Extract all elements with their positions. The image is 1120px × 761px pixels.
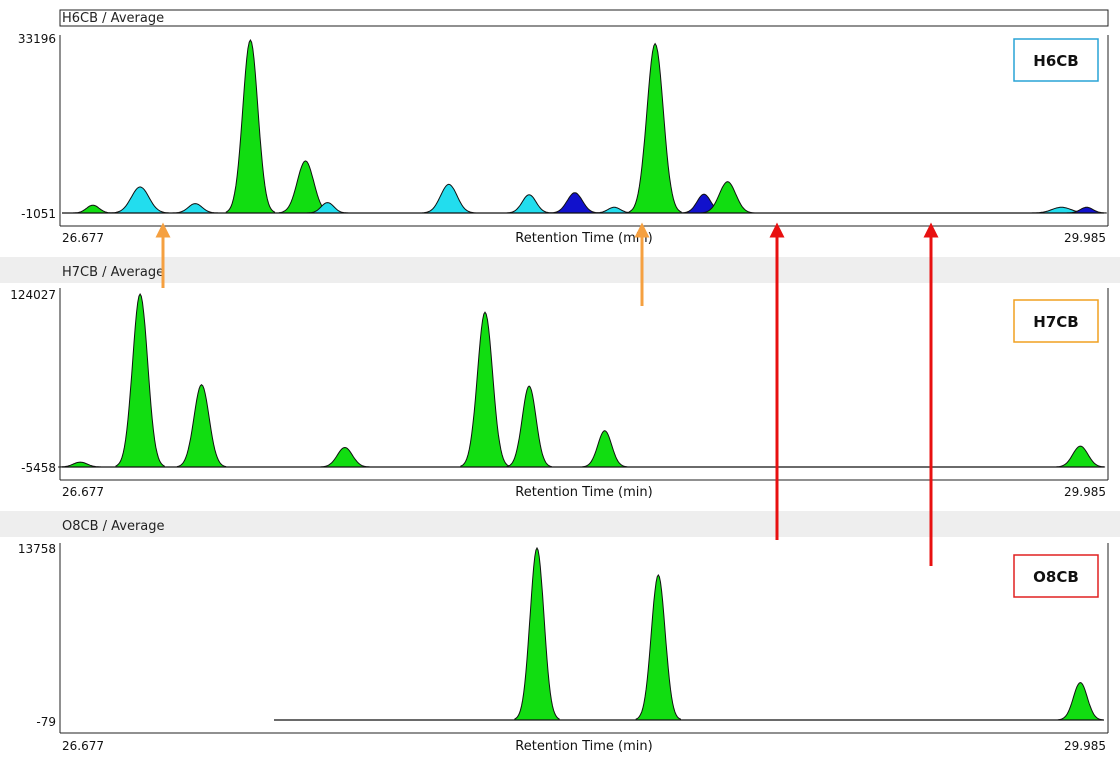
peak-2: [111, 186, 169, 214]
compound-label-box: O8CB: [1013, 554, 1099, 598]
peak-8: [1055, 445, 1106, 468]
panel-title-band: [0, 257, 1120, 283]
compound-label: H6CB: [1033, 52, 1078, 70]
peak-series: [72, 38, 1107, 214]
compound-label: O8CB: [1033, 568, 1079, 586]
peak-5: [460, 311, 510, 468]
panel-title: H7CB / Average: [62, 265, 164, 280]
panel-h7cb: H7CB / Average 124027 -5458 26.677 Reten…: [0, 257, 1120, 500]
panel-title-band: [0, 511, 1120, 537]
peak-7: [582, 430, 628, 468]
label-box-border: [1013, 299, 1099, 343]
x-start-label: 26.677: [62, 231, 104, 245]
panel-h6cb: H6CB / Average 33196 -1051 26.677 Retent…: [18, 9, 1109, 246]
panel-title: O8CB / Average: [62, 519, 165, 534]
peak-3: [1057, 681, 1104, 721]
peak-7: [422, 183, 476, 214]
peak-4: [225, 38, 276, 214]
peak-13: [700, 181, 755, 214]
y-max-label: 33196: [18, 32, 56, 46]
peak-series: [514, 546, 1104, 721]
peak-4: [320, 446, 370, 468]
x-axis-title: Retention Time (min): [515, 485, 652, 500]
y-min-label: -1051: [21, 207, 56, 221]
panel-o8cb: O8CB / Average 13758 -79 26.677 Retentio…: [0, 511, 1120, 754]
compound-label: H7CB: [1033, 313, 1078, 331]
panel-title: H6CB / Average: [62, 11, 164, 26]
y-min-label: -79: [36, 715, 56, 729]
peak-2: [635, 574, 681, 721]
x-start-label: 26.677: [62, 485, 104, 499]
label-box-border: [1013, 554, 1099, 598]
x-axis-title: Retention Time (min): [515, 231, 652, 246]
x-axis-title: Retention Time (min): [515, 739, 652, 754]
panel-title-bar: [59, 9, 1109, 27]
peak-1: [514, 546, 560, 721]
peak-1: [72, 204, 114, 214]
peak-9: [550, 192, 600, 214]
peak-2: [115, 292, 165, 468]
peak-8: [506, 194, 552, 214]
peak-10: [593, 206, 635, 214]
compound-label-box: H6CB: [1013, 38, 1099, 82]
peak-11: [628, 42, 682, 214]
compound-label-box: H7CB: [1013, 299, 1099, 343]
peak-6: [506, 385, 552, 468]
x-start-label: 26.677: [62, 739, 104, 753]
y-max-label: 124027: [10, 288, 56, 302]
x-end-label: 29.985: [1064, 739, 1106, 753]
label-box-border: [1013, 38, 1099, 82]
peak-3: [176, 384, 227, 468]
peak-series: [58, 292, 1106, 468]
x-end-label: 29.985: [1064, 485, 1106, 499]
peak-3: [172, 203, 218, 214]
y-min-label: -5458: [21, 461, 56, 475]
y-max-label: 13758: [18, 542, 56, 556]
peak-1: [58, 461, 103, 468]
x-end-label: 29.985: [1064, 231, 1106, 245]
